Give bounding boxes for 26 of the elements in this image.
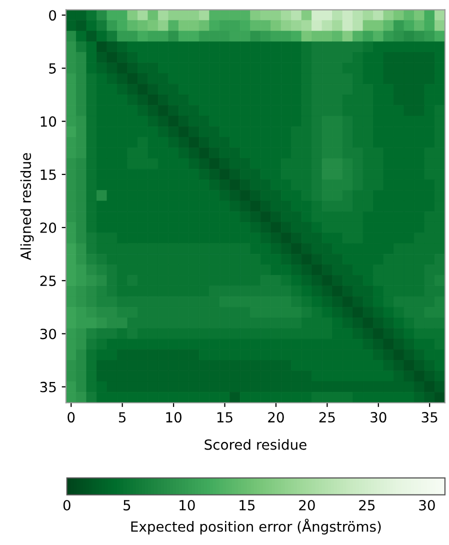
y-tick-label: 35 [40,382,56,392]
x-tick-label: 10 [166,412,182,423]
color-bar-label: 5 [124,500,130,510]
color-bar-label: 15 [240,500,255,510]
x-tick-label: 35 [422,412,438,423]
y-tick-label: 10 [40,116,56,127]
y-tick-label: 5 [49,63,56,74]
x-axis-title: Scored residue [204,439,306,450]
color-bar-title: Expected position error (Ångströms) [131,518,381,534]
x-tick-label: 15 [217,412,232,423]
y-tick-label: 15 [40,170,56,180]
x-tick-label: 30 [370,412,386,423]
y-tick-label: 0 [49,10,56,21]
y-axis-title: Aligned residue [20,153,34,260]
color-bar-label: 10 [180,500,195,510]
color-bar-label: 0 [63,500,70,510]
y-tick-label: 30 [40,328,56,340]
x-tick-label: 25 [319,412,335,423]
x-tick-label: 0 [68,412,75,423]
y-tick-label: 20 [40,222,56,233]
color-bar-label: 25 [359,500,375,510]
color-bar-label: 20 [299,500,315,510]
x-tick-label: 5 [118,412,126,423]
x-tick-label: 20 [268,412,284,423]
y-tick-label: 25 [40,276,56,286]
color-bar-label: 30 [419,500,435,510]
